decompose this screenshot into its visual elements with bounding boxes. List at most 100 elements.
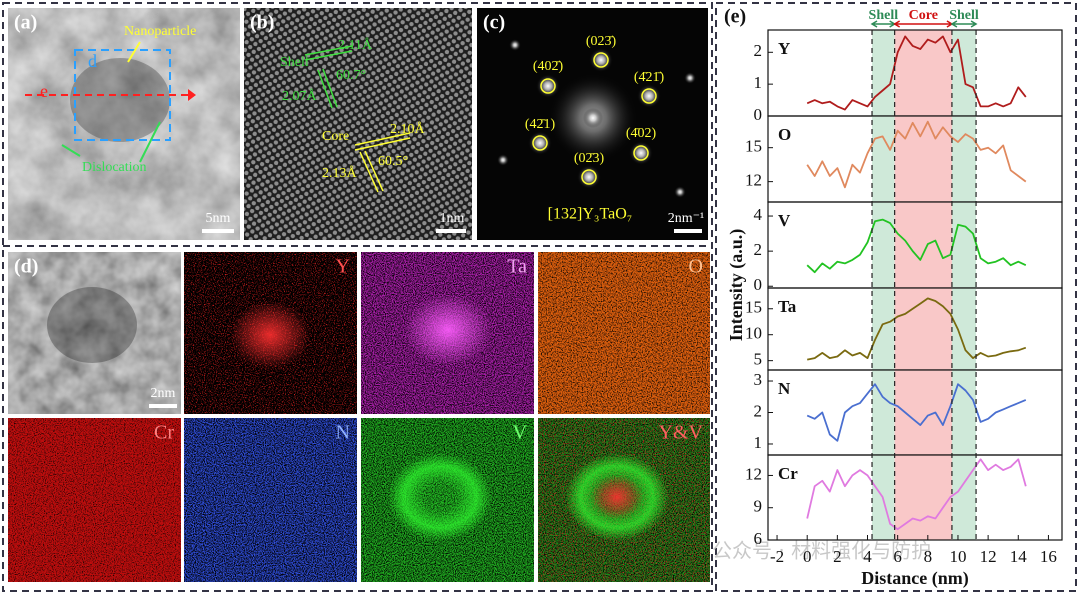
element-label: N (778, 379, 791, 398)
scale-bar (436, 229, 466, 233)
scale-label: 2nm⁻¹ (668, 211, 704, 226)
core-lines (354, 132, 411, 193)
map-o (538, 252, 710, 414)
region-shade (872, 370, 895, 455)
panel-d: (d) 2nm Y Ta O Cr N V Y&V (8, 252, 710, 582)
spots (497, 39, 696, 198)
x-tick-label: -2 (770, 547, 784, 566)
annotation: Dislocation (82, 160, 147, 175)
region-shade (894, 202, 952, 288)
spot-label: (023̄) (586, 34, 617, 49)
profile-line (806, 35, 1027, 111)
annotation: Core (322, 129, 349, 144)
map-label: Ta (507, 256, 527, 278)
region-shade (872, 202, 895, 288)
y-tick-label: 12 (745, 464, 762, 483)
y-tick-label: 10 (745, 324, 762, 343)
y-tick-label: 15 (745, 137, 762, 156)
map-blob (404, 294, 492, 366)
profile-line (806, 458, 1027, 531)
spot-label: (4̄21̄) (634, 70, 665, 85)
hrtem-image (244, 8, 472, 240)
y-tick-label: 2 (754, 41, 763, 60)
arrow (188, 89, 196, 101)
spot-label: (42̄1) (525, 117, 556, 132)
panel-a: (a) Nanoparticle d e Dislocation 5nm (8, 8, 240, 240)
y-tick-label: 4 (754, 205, 763, 224)
map-label: Y&V (659, 422, 704, 444)
annotation: 2.13Å (322, 165, 358, 181)
element-label: Y (778, 39, 790, 58)
y-tick-label: 1 (754, 433, 763, 452)
scale-label: 5nm (206, 211, 231, 226)
y-tick-label: 15 (745, 298, 762, 317)
y-tick-label: 9 (754, 497, 763, 516)
annotation: d (88, 51, 97, 71)
tem-image (8, 8, 240, 240)
region-shade (894, 455, 952, 540)
scale-label: 1nm (440, 211, 465, 226)
region-shade (951, 116, 977, 202)
arrow (61, 144, 81, 157)
map-blob (591, 475, 643, 519)
map-cr (8, 418, 181, 582)
profile-line (807, 297, 1027, 361)
zone-axis: [132]Y₃TaO₇ (548, 206, 633, 223)
annotation: e (40, 81, 48, 101)
y-tick-label: 2 (754, 240, 763, 259)
haadf-image (8, 252, 181, 414)
panel-c: (c) (023̄) (402̄) (4̄21̄) (42̄1) (4̄02) … (477, 8, 708, 240)
watermark: 公众号 · 材料强化与防护 (712, 539, 931, 563)
y-tick-label: 2 (754, 401, 763, 420)
spot-label: (4̄02) (626, 126, 657, 141)
panel-label: (d) (14, 256, 38, 278)
annotation: 60.7° (336, 68, 366, 83)
element-label: O (778, 125, 791, 144)
element-label: V (778, 211, 791, 230)
arrow (127, 41, 141, 63)
profile-line (806, 120, 1027, 189)
map-label: N (336, 422, 350, 444)
y-tick-label: 3 (754, 370, 763, 389)
region-shade (951, 202, 977, 288)
map-n (184, 418, 357, 582)
element-label: Cr (778, 464, 798, 483)
map-label: Y (336, 256, 350, 278)
spot-label: (402̄) (533, 59, 564, 74)
map-label: V (513, 422, 528, 444)
plot-frame (767, 454, 1063, 541)
profile-line (806, 218, 1027, 274)
x-tick-label: 14 (1010, 547, 1028, 566)
left-frame (2, 2, 713, 592)
annotation: 60.5° (378, 154, 408, 169)
spot-markers (532, 52, 657, 185)
map-label: O (689, 256, 703, 278)
annotation: 2.11Å (338, 37, 373, 53)
panel-label: (e) (724, 6, 746, 28)
region-shade (951, 370, 977, 455)
y-axis-label: Intensity (a.u.) (726, 229, 747, 342)
y-tick-label: 6 (754, 529, 763, 548)
particle (70, 58, 170, 142)
region-shade (951, 455, 977, 540)
profile-line (806, 383, 1027, 442)
annotation: 2.07Å (282, 88, 318, 104)
x-tick-label: 10 (949, 547, 966, 566)
region-shade (872, 30, 895, 116)
shell-lines (304, 45, 353, 109)
right-frame (715, 2, 1077, 592)
region-arrow (950, 20, 978, 28)
region-shade (872, 116, 895, 202)
region-shade (894, 288, 952, 370)
map-label: Cr (154, 422, 174, 444)
panel-label: (c) (483, 12, 505, 34)
x-tick-label: 6 (893, 547, 902, 566)
x-tick-label: 4 (863, 547, 872, 566)
region-label: Core (909, 8, 938, 23)
arrow (139, 121, 161, 163)
scale-bar (674, 229, 702, 233)
shade (244, 8, 472, 240)
map-blob (230, 301, 310, 369)
